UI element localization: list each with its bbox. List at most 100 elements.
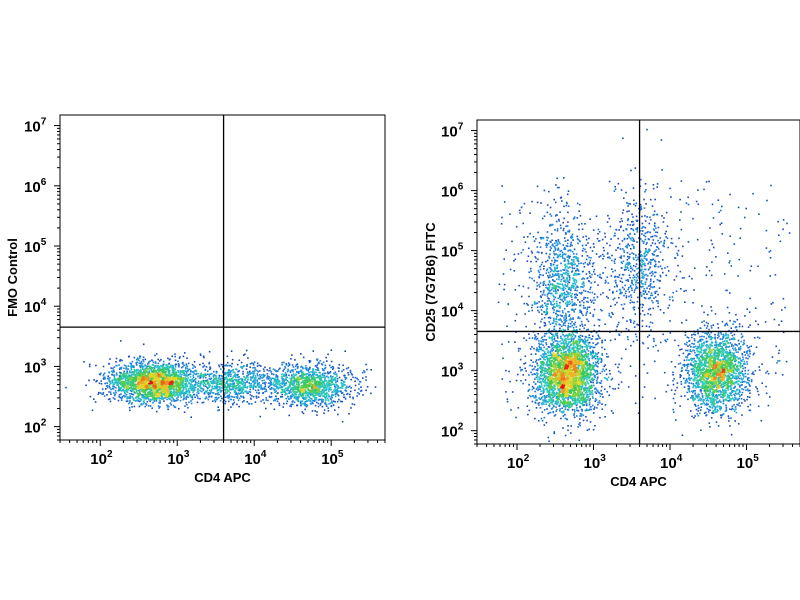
event-dot bbox=[320, 393, 322, 395]
event-dot bbox=[136, 399, 138, 401]
event-dot bbox=[229, 392, 231, 394]
event-dot bbox=[127, 375, 130, 378]
event-dot bbox=[242, 388, 245, 391]
event-dot bbox=[185, 372, 188, 374]
event-dot bbox=[112, 397, 115, 399]
event-dot bbox=[278, 381, 281, 383]
event-dot bbox=[317, 402, 320, 405]
event-dot bbox=[565, 346, 568, 348]
event-dot bbox=[137, 382, 140, 385]
event-dot bbox=[200, 390, 203, 393]
event-dot bbox=[138, 386, 140, 388]
event-dot bbox=[97, 393, 100, 395]
event-dot bbox=[130, 382, 133, 384]
event-dot bbox=[176, 397, 178, 400]
event-dot bbox=[205, 374, 207, 376]
event-dot bbox=[260, 388, 262, 390]
event-dot bbox=[579, 422, 581, 424]
event-dot bbox=[108, 362, 110, 365]
event-dot bbox=[138, 387, 140, 389]
event-dot bbox=[286, 393, 288, 395]
event-dot bbox=[112, 369, 115, 371]
event-dot bbox=[138, 405, 141, 408]
event-dot bbox=[122, 380, 124, 383]
event-dot bbox=[323, 387, 326, 390]
event-dot bbox=[314, 380, 316, 382]
event-dot bbox=[306, 386, 308, 389]
event-dot bbox=[218, 393, 221, 396]
event-dot bbox=[143, 387, 146, 389]
event-dot bbox=[160, 392, 162, 395]
event-dot bbox=[199, 375, 202, 377]
event-dot bbox=[171, 364, 173, 367]
event-dot bbox=[235, 368, 237, 370]
event-dot bbox=[303, 396, 305, 399]
event-dot bbox=[228, 394, 231, 396]
event-dot bbox=[138, 381, 141, 383]
event-dot bbox=[542, 340, 545, 343]
event-dot bbox=[154, 389, 156, 392]
event-dot bbox=[193, 389, 195, 391]
event-dot bbox=[212, 400, 214, 402]
event-dot bbox=[126, 388, 129, 391]
event-dot bbox=[110, 370, 113, 372]
event-dot bbox=[220, 377, 222, 380]
event-dot bbox=[315, 380, 318, 383]
event-dot bbox=[554, 334, 557, 336]
event-dot bbox=[321, 380, 324, 382]
event-dot bbox=[136, 378, 139, 381]
event-dot bbox=[159, 372, 161, 374]
event-dot bbox=[217, 386, 219, 388]
event-dot bbox=[167, 370, 170, 373]
event-dot bbox=[173, 377, 176, 380]
event-dot bbox=[300, 404, 302, 407]
event-dot bbox=[117, 399, 120, 402]
event-dot bbox=[563, 354, 565, 357]
event-dot bbox=[351, 374, 353, 376]
event-dot bbox=[228, 378, 231, 381]
event-dot bbox=[149, 366, 152, 368]
event-dot bbox=[148, 371, 150, 374]
event-dot bbox=[131, 396, 134, 398]
event-dot bbox=[150, 379, 152, 382]
event-dot bbox=[344, 376, 346, 379]
event-dot bbox=[281, 376, 283, 378]
event-dot bbox=[102, 378, 105, 380]
event-dot bbox=[174, 368, 177, 370]
event-dot bbox=[350, 372, 353, 375]
event-dot bbox=[544, 375, 547, 377]
event-dot bbox=[257, 389, 260, 392]
event-dot bbox=[267, 378, 270, 380]
event-dot bbox=[317, 362, 319, 365]
event-dot bbox=[186, 384, 188, 386]
event-dot bbox=[300, 385, 303, 387]
event-dot bbox=[563, 405, 565, 408]
event-dot bbox=[142, 379, 145, 381]
event-dot bbox=[132, 387, 135, 389]
event-dot bbox=[167, 393, 170, 395]
event-dot bbox=[287, 386, 290, 388]
x-axis-label: CD4 APC bbox=[194, 470, 251, 485]
event-dot bbox=[270, 392, 273, 394]
event-dot bbox=[559, 361, 561, 363]
event-dot bbox=[121, 359, 123, 362]
event-dot bbox=[180, 384, 182, 386]
event-dot bbox=[210, 396, 213, 398]
event-dot bbox=[233, 383, 235, 385]
event-dot bbox=[308, 396, 311, 399]
event-dot bbox=[586, 363, 589, 365]
event-dot bbox=[316, 391, 318, 394]
event-dot bbox=[132, 366, 135, 368]
event-dot bbox=[182, 398, 184, 401]
event-dot bbox=[313, 391, 316, 393]
event-dot bbox=[295, 374, 297, 376]
event-dot bbox=[265, 397, 267, 399]
event-dot bbox=[119, 389, 121, 391]
event-dot bbox=[247, 357, 249, 359]
event-dot bbox=[317, 384, 319, 386]
event-dot bbox=[307, 389, 309, 391]
event-dot bbox=[240, 386, 242, 389]
event-dot bbox=[296, 396, 298, 398]
event-dot bbox=[127, 380, 129, 382]
event-dot bbox=[242, 370, 244, 373]
